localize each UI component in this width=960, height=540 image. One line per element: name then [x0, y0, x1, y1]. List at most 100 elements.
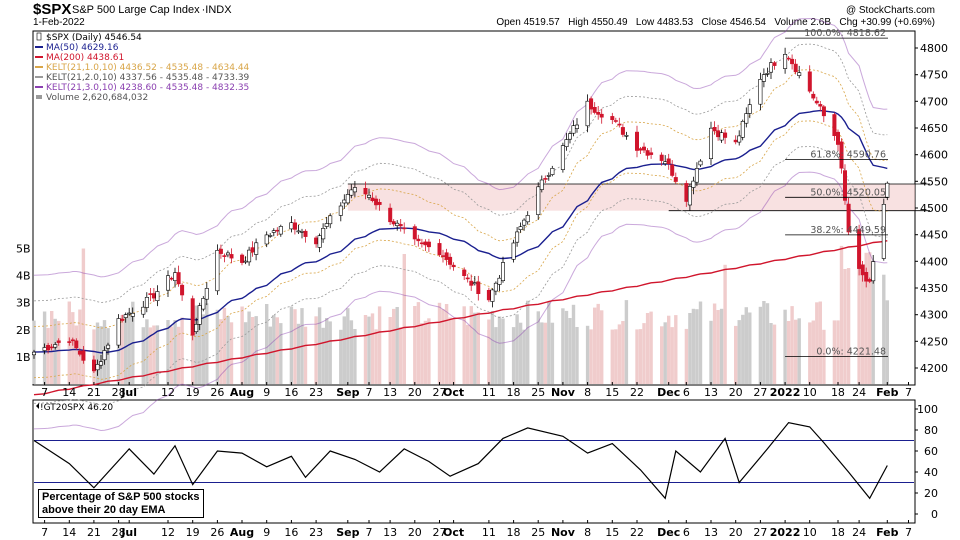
price-date-tick-label: 6 — [683, 386, 690, 399]
gt20spx-line — [33, 421, 888, 500]
volume-bar — [268, 326, 272, 384]
candle-body — [264, 234, 269, 245]
candle-body — [106, 344, 111, 349]
candle-body — [321, 228, 326, 240]
volume-bar — [152, 325, 156, 384]
candle-body — [229, 254, 234, 259]
candle-body — [374, 198, 379, 206]
volume-bar — [427, 318, 431, 384]
indicator-legend: !GT20SPX 46.20 — [40, 403, 113, 413]
candle-body — [624, 135, 629, 137]
candle-body — [871, 261, 876, 282]
volume-bar — [526, 300, 530, 384]
volume-bar — [346, 308, 350, 384]
price-tick-label: 4600 — [920, 149, 948, 162]
candle-body — [797, 72, 802, 76]
candle-body — [444, 252, 449, 260]
indicator-date-tick-label: 23 — [309, 526, 323, 539]
candle-body — [366, 194, 371, 198]
indicator-date-tick-label: 18 — [831, 526, 845, 539]
volume-bar — [758, 306, 763, 384]
fib-label: 38.2%: 4449.59 — [810, 225, 886, 236]
price-date-tick-label: Feb — [876, 386, 899, 399]
price-date-tick-label: 7 — [365, 386, 372, 399]
price-date-tick-label: 13 — [383, 386, 397, 399]
price-tick-label: 4450 — [920, 229, 948, 242]
candle-body — [419, 242, 424, 245]
candle-body — [839, 141, 844, 169]
volume-bar — [790, 306, 794, 384]
exchange-separator: · — [202, 4, 206, 16]
price-date-tick-label: Aug — [230, 386, 254, 399]
candle-body — [155, 291, 160, 301]
candle-body — [42, 347, 47, 351]
price-tick-label: 4200 — [920, 362, 948, 375]
legend-label: $SPX (Daily) 4546.54 — [46, 33, 142, 43]
security-name: S&P 500 Large Cap Index — [72, 4, 200, 16]
candle-body — [525, 215, 530, 223]
price-tick-label: 4700 — [920, 95, 948, 108]
indicator-tick-label: 60 — [924, 445, 938, 458]
volume-bar — [314, 316, 318, 384]
volume-bar — [303, 326, 308, 384]
candle-body — [218, 248, 223, 254]
candle-body — [243, 260, 248, 263]
indicator-date-tick-label: 27 — [433, 526, 447, 539]
indicator-date-tick-label: Aug — [230, 526, 254, 539]
price-date-tick-label: Dec — [657, 386, 680, 399]
indicator-date-tick-label: Oct — [443, 526, 464, 539]
price-date-tick-label: Jul — [120, 386, 137, 399]
indicator-tick-label: 0 — [931, 508, 938, 521]
volume-bar — [353, 329, 357, 384]
volume-bar — [882, 274, 886, 384]
volume-bar — [642, 323, 646, 384]
candle-body — [550, 168, 555, 175]
candle-body — [645, 150, 650, 156]
candle-body — [292, 222, 297, 230]
volume-bar — [247, 311, 251, 384]
candle-body — [708, 127, 713, 159]
volume-bar — [145, 319, 149, 384]
volume-bar — [635, 329, 639, 384]
volume-bar — [857, 258, 861, 384]
candle-body — [271, 230, 276, 233]
candle-body — [733, 139, 738, 143]
volume-bar — [473, 312, 477, 384]
candle-body — [123, 314, 128, 318]
volume-bar — [712, 303, 717, 384]
candle-body — [585, 100, 590, 127]
volume-bar — [734, 325, 738, 384]
candle-body — [173, 272, 178, 282]
candle-body — [539, 179, 544, 190]
volume-bar — [762, 301, 766, 384]
candle-body — [807, 71, 812, 92]
volume-bar — [222, 307, 227, 384]
candle-body — [56, 340, 61, 343]
price-date-tick-label: 19 — [186, 386, 200, 399]
volume-bar — [127, 314, 131, 384]
volume-bar — [522, 329, 526, 384]
volume-bar — [469, 306, 473, 384]
candle-body — [342, 199, 347, 204]
chart-security-name: S&P 500 Large Cap Index ·INDX — [72, 4, 232, 16]
candle-body — [592, 107, 597, 113]
candle-body — [793, 63, 798, 73]
volume-bar — [645, 313, 650, 384]
indicator-axis: 100 80 60 40 20 0 — [915, 403, 938, 521]
indicator-date-tick-label: 7 — [365, 526, 372, 539]
candle-body — [190, 298, 195, 336]
volume-bar — [215, 309, 220, 384]
volume-tick-label: 1B — [16, 351, 31, 364]
candle-body — [574, 124, 579, 129]
volume-bar — [547, 301, 551, 384]
volume-bar — [74, 325, 78, 384]
candle-body — [567, 133, 572, 140]
keltner-3-upper — [33, 17, 888, 278]
candle-body — [543, 178, 548, 180]
price-tick-label: 4650 — [920, 122, 948, 135]
volume-bar — [765, 303, 770, 384]
candle-body — [352, 187, 357, 193]
volume-bar — [476, 312, 480, 384]
indicator-date-tick-label: 2022 — [770, 526, 801, 539]
